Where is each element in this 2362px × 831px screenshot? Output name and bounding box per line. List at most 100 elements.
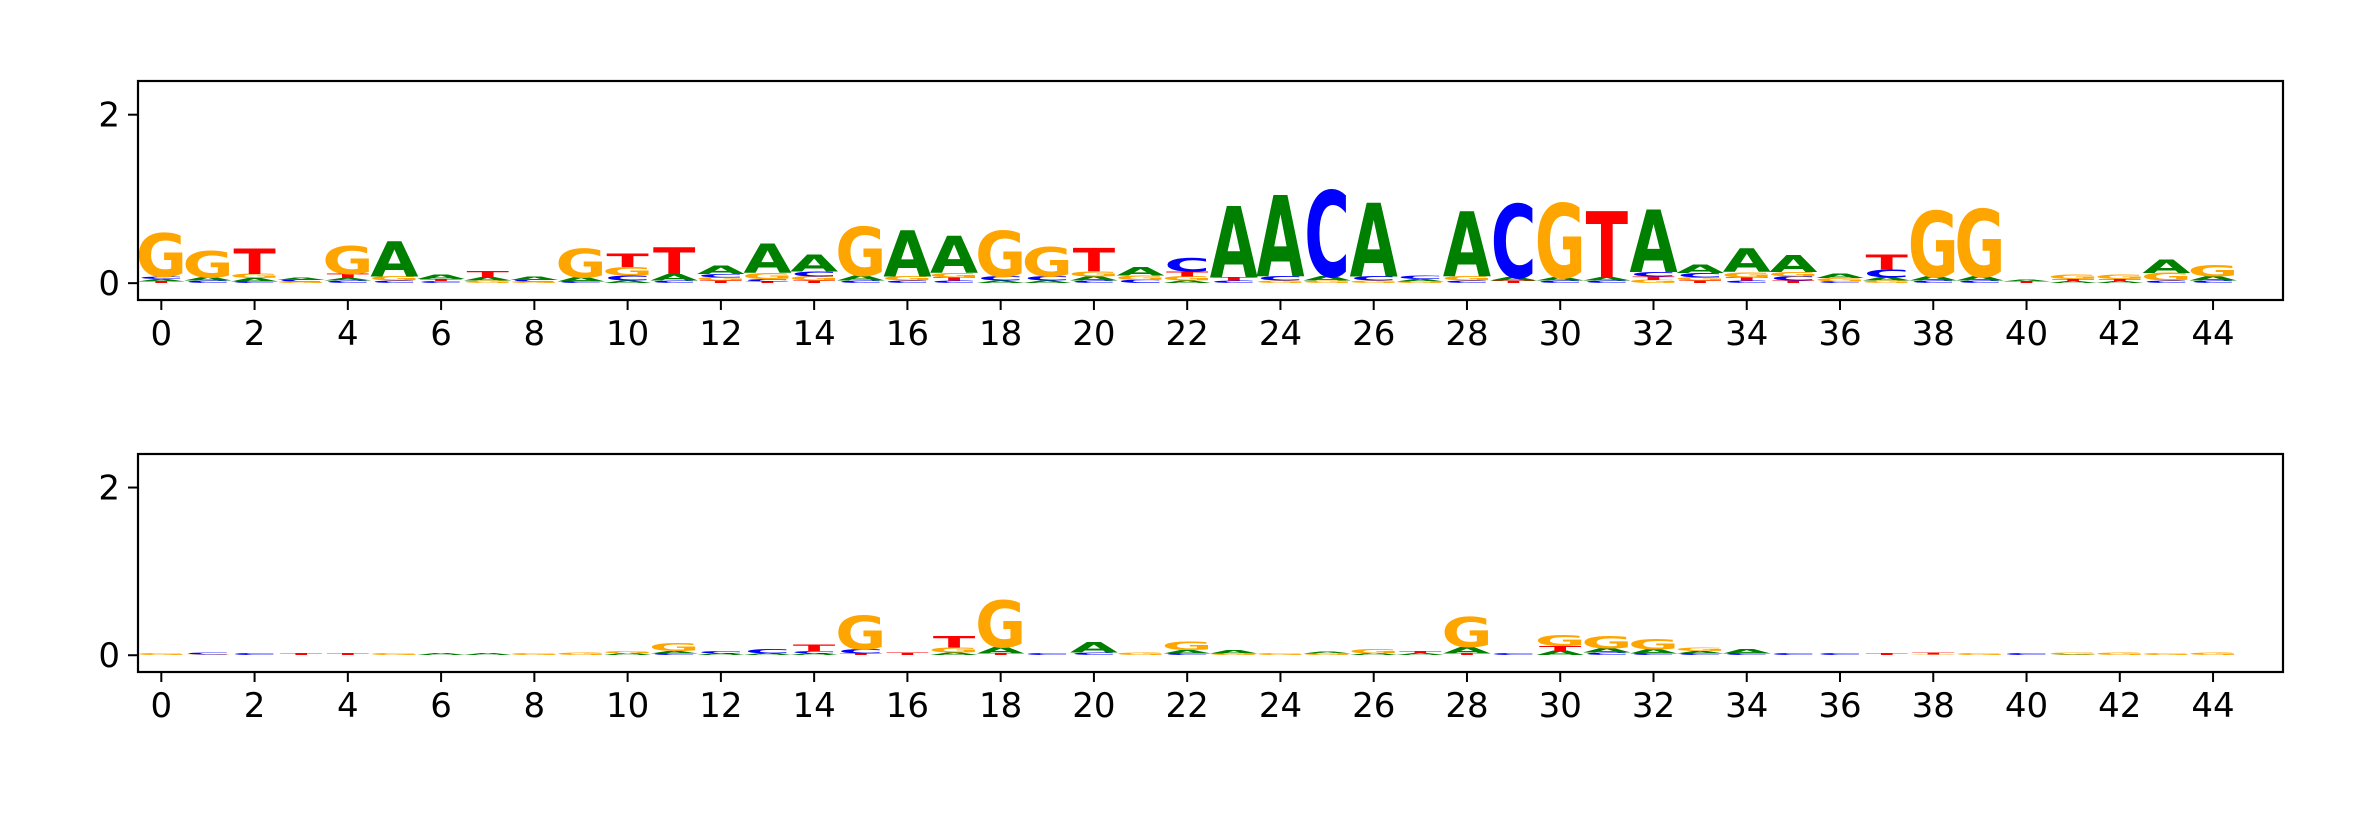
logo-letter-G: G [462,280,513,284]
logo-letter-A: A [1536,276,1584,281]
logo-letter-A: A [1163,649,1211,654]
logo-letter-T: T [1399,650,1441,654]
logo-letter-A: A [743,653,791,656]
x-tick-label: 28 [1445,314,1488,354]
x-tick-label: 42 [2098,686,2141,726]
x-tick-label: 34 [1725,686,1768,726]
logo-letter-A: A [1256,174,1304,304]
logo-letter-C: C [2004,653,2050,656]
logo-letter-G: G [1115,275,1166,282]
x-tick-label: 20 [1072,686,1115,726]
logo-letter-T: T [933,633,975,652]
logo-letter-A: A [464,276,512,281]
logo-letter-T: T [1865,250,1908,274]
logo-letter-A: A [2002,279,2050,282]
logo-letter-T: T [2099,278,2141,282]
x-tick-label: 34 [1725,314,1768,354]
logo-letter-T: T [1679,280,1721,284]
logo-letter-C: C [512,279,558,282]
logo-letter-A: A [370,232,418,289]
logo-letter-T: T [140,281,182,284]
logo-letter-T: T [793,643,836,654]
logo-letter-A: A [1536,650,1584,657]
logo-letter-A: A [604,653,652,656]
x-tick-label: 18 [979,686,1022,726]
logo-letter-G: G [136,221,187,291]
logo-letter-G: G [1208,653,1259,656]
x-tick-label: 10 [606,686,649,726]
logo-letter-A: A [2049,654,2097,655]
logo-letter-G: G [1814,277,1865,282]
y-tick-label: 0 [98,636,120,676]
logo-letter-C: C [698,650,744,654]
logo-letter-T: T [933,276,975,281]
logo-letter-A: A [2189,275,2237,282]
logo-letter-G: G [1441,609,1492,657]
x-tick-label: 16 [886,314,929,354]
x-tick-label: 6 [430,314,452,354]
logo-letter-C: C [885,280,931,284]
logo-letter-A: A [510,276,558,281]
logo-letter-A: A [604,280,652,284]
logo-letter-C: C [1398,275,1444,280]
logo-letter-T: T [886,652,928,656]
x-tick-label: 2 [244,314,266,354]
logo-letter-G: G [369,275,420,282]
logo-letter-A: A [1816,273,1864,280]
logo-letter-A: A [417,274,465,281]
x-tick-label: 30 [1539,686,1582,726]
logo-letter-C: C [1817,281,1863,284]
logo-letter-G: G [1348,648,1399,655]
logo-letter-A: A [743,236,792,283]
logo-letter-G: G [369,653,420,656]
logo-letter-G: G [1162,275,1213,282]
logo-letter-T: T [1492,280,1534,284]
logo-letter-G: G [1022,239,1073,286]
logo-letter-A: A [1723,242,1772,280]
logo-letter-C: C [1724,280,1770,284]
x-axis: 0 2 4 6 8 10 12 14 16 18 20 22 24 26 28 30 32 34 36 38 40 42 4… [150,300,2235,354]
logo-letter-A: A [1676,650,1724,654]
logo-letter-A: A [1350,653,1398,656]
logo-letter-C: C [651,280,697,284]
logo-letter-C: C [558,281,604,284]
logo-letter-A: A [1769,251,1818,278]
x-tick-label: 14 [793,314,836,354]
x-tick-label: 44 [2191,686,2234,726]
logo-letter-A: A [1303,651,1351,654]
logo-letter-A: A [464,653,512,656]
x-tick-label: 28 [1445,686,1488,726]
y-tick-label: 2 [98,469,120,509]
logo-letter-G: G [2094,274,2145,281]
logo-letter-A: A [1023,280,1071,284]
logo-letter-G: G [1675,276,1726,281]
logo-letter-A: A [1956,275,2004,282]
logo-letter-T: T [746,281,788,284]
x-tick-label: 40 [2005,314,2048,354]
logo-letter-A: A [2096,281,2144,284]
logo-letter-G: G [1348,280,1399,284]
logo-letter-T: T [1912,652,1954,655]
logo-letter-G: G [555,242,606,287]
x-tick-label: 40 [2005,686,2048,726]
logo-letter-C: C [2144,280,2190,284]
logo-letter-G: G [2141,271,2192,283]
x-tick-label: 26 [1352,314,1395,354]
logo-letter-C: C [1351,275,1397,282]
logo-letter-A: A [1863,276,1911,281]
logo-letter-G: G [835,606,886,660]
logo-letter-C: C [1444,280,1490,284]
logo-letter-G: G [509,281,560,284]
plot-frame [136,79,2285,302]
logo-letter-G: G [975,587,1026,662]
logo-letter-A: A [837,274,885,282]
logo-letter-C: C [1677,272,1723,279]
logo-letter-C: C [1584,652,1630,656]
logo-letter-A: A [137,278,185,282]
logo-letter-T: T [1073,241,1116,279]
logo-letter-A: A [417,653,465,656]
logo-letter-C: C [838,648,884,655]
x-tick-label: 6 [430,686,452,726]
